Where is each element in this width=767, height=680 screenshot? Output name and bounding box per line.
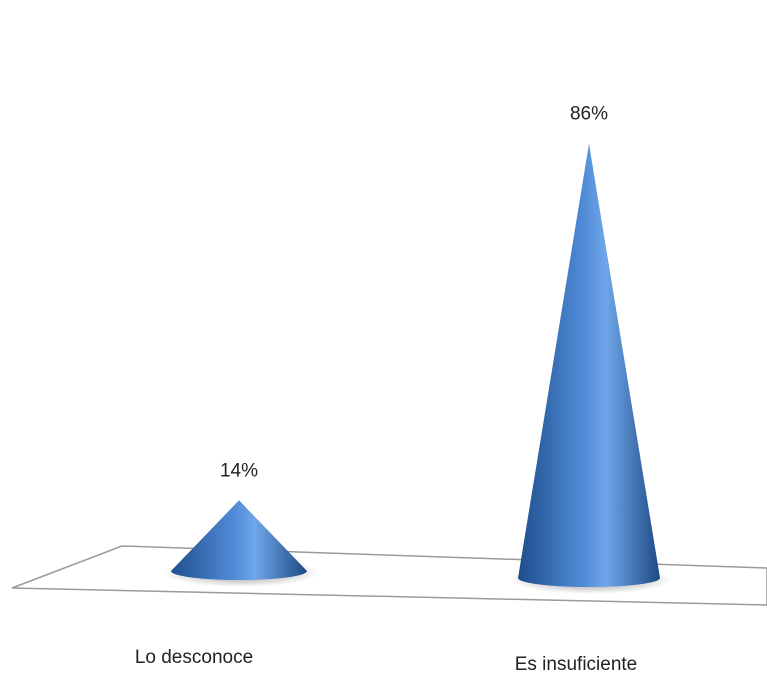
cone-bar-lo-desconoce: [171, 500, 307, 580]
data-label: 14%: [220, 460, 258, 481]
category-label: Es insuficiente: [515, 654, 638, 675]
cone-bar-es-insuficiente: [518, 143, 660, 587]
data-label: 86%: [570, 104, 608, 125]
category-label: Lo desconoce: [135, 647, 253, 668]
